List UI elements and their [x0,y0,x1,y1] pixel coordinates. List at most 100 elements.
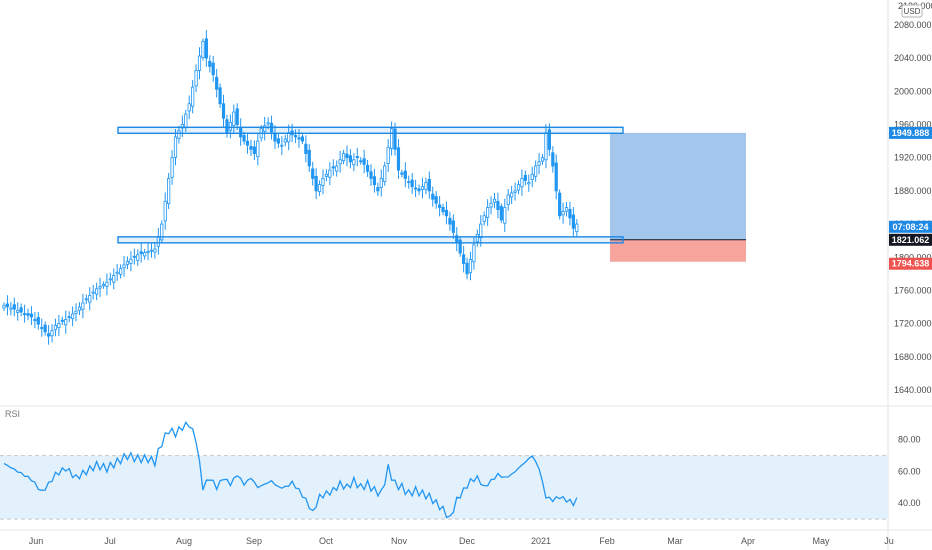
candle[interactable] [88,287,92,311]
candle[interactable] [420,177,425,199]
candle[interactable] [424,177,428,195]
candle[interactable] [43,321,47,336]
candle[interactable] [256,132,260,166]
candle[interactable] [119,264,123,279]
candle[interactable] [304,135,308,163]
candle[interactable] [71,306,75,327]
candle[interactable] [530,166,534,188]
candle[interactable] [2,302,6,311]
candle[interactable] [146,242,150,261]
candle[interactable] [355,147,359,167]
candle[interactable] [197,47,202,80]
candle[interactable] [67,311,71,323]
candle[interactable] [486,199,490,226]
candle[interactable] [489,196,493,215]
candle[interactable] [173,129,178,166]
candle[interactable] [280,136,284,156]
candle[interactable] [431,186,435,207]
candle[interactable] [307,144,311,173]
candle[interactable] [527,174,531,192]
candle[interactable] [232,104,236,134]
candle[interactable] [568,201,572,226]
candle[interactable] [29,306,34,325]
candle[interactable] [482,211,486,226]
candle[interactable] [276,133,281,149]
candle[interactable] [520,169,524,196]
candle[interactable] [348,149,353,169]
profit-target-zone[interactable] [610,132,746,240]
candle[interactable] [84,294,88,305]
rsi-pane[interactable]: RSI [0,409,888,520]
candle[interactable] [77,302,82,316]
candle[interactable] [372,168,377,193]
candle[interactable] [496,192,500,219]
candle[interactable] [26,308,30,321]
candle[interactable] [33,311,37,329]
candle[interactable] [112,268,116,290]
candle[interactable] [571,207,575,237]
candle[interactable] [40,318,44,337]
candle[interactable] [475,229,479,247]
candle[interactable] [359,157,363,165]
candle[interactable] [263,116,267,141]
candle[interactable] [170,150,174,185]
candle[interactable] [50,324,54,343]
candle[interactable] [163,192,167,230]
candle[interactable] [352,153,356,172]
time-axis[interactable]: Jun Jul Aug Sep Oct Nov Dec 2021 Feb Mar Apr May Ju [29,536,894,546]
candle[interactable] [328,162,332,186]
candle[interactable] [345,145,349,167]
stop-loss-zone[interactable] [610,239,746,262]
candle[interactable] [516,180,521,195]
candle[interactable] [499,203,503,223]
candle[interactable] [249,139,253,156]
candle[interactable] [201,38,205,61]
candle[interactable] [64,310,68,334]
candle[interactable] [245,132,250,154]
candle[interactable] [215,69,219,98]
candle[interactable] [413,179,418,198]
candle[interactable] [462,245,466,273]
resistance-zone[interactable] [117,126,624,134]
candle[interactable] [338,150,342,173]
candle[interactable] [551,146,555,173]
candle[interactable] [321,169,325,195]
candle[interactable] [53,318,58,337]
candle[interactable] [5,295,10,316]
candle[interactable] [91,285,95,300]
rsi-line[interactable] [3,420,578,519]
candle[interactable] [235,103,239,130]
support-zone[interactable] [117,236,624,244]
candle[interactable] [153,242,157,259]
candle[interactable] [46,325,51,345]
candle[interactable] [554,154,558,200]
candle[interactable] [125,256,130,270]
candle[interactable] [9,301,13,316]
candle[interactable] [383,161,387,186]
candle[interactable] [19,303,23,317]
candle[interactable] [427,171,431,199]
candle[interactable] [252,140,256,161]
candle[interactable] [225,114,229,138]
candle[interactable] [434,191,438,209]
candle[interactable] [218,83,222,109]
candle[interactable] [36,311,40,330]
candle[interactable] [187,95,191,120]
candle[interactable] [564,202,569,217]
candle[interactable] [393,122,397,156]
candle[interactable] [136,249,140,266]
candle[interactable] [81,293,85,319]
candle[interactable] [558,189,562,220]
candle[interactable] [314,168,318,200]
candle[interactable] [115,263,119,281]
candle[interactable] [12,297,16,317]
candle[interactable] [204,30,208,67]
candle[interactable] [468,251,473,281]
candle[interactable] [376,182,380,196]
candle[interactable] [510,185,514,205]
candle[interactable] [458,236,462,257]
candle[interactable] [221,94,226,128]
candle[interactable] [341,149,346,165]
candle[interactable] [317,180,322,196]
